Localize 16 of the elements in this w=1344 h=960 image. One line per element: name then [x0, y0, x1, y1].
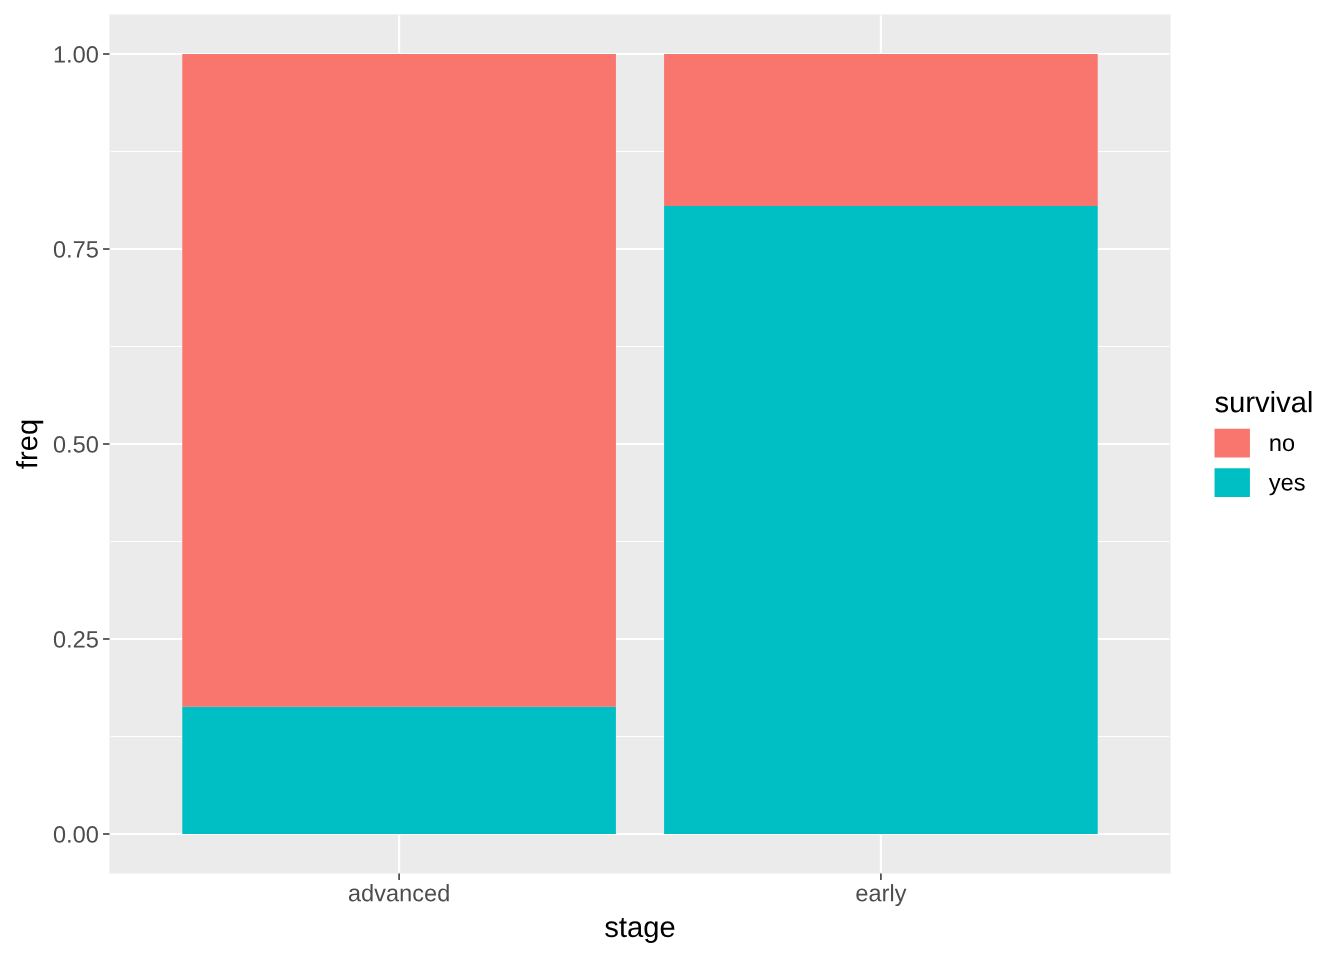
legend-label: yes [1268, 477, 1305, 496]
bar [182, 54, 616, 707]
legend-title: survival [1215, 390, 1312, 413]
y-tick-label: 0.00 [53, 826, 98, 843]
y-axis-title: freq [16, 420, 44, 469]
y-tick-label: 0.50 [53, 436, 98, 453]
y-tick-label: 0.25 [53, 631, 98, 648]
x-tick-label: early [856, 884, 907, 907]
legend-label: no [1270, 438, 1295, 452]
bar [664, 54, 1098, 207]
x-axis-title: stage [605, 918, 675, 944]
y-tick-label: 0.75 [53, 241, 98, 258]
x-tick-label: advanced [348, 884, 449, 902]
y-tick-label: 1.00 [54, 46, 98, 63]
bar [182, 706, 616, 834]
bar [664, 206, 1098, 834]
